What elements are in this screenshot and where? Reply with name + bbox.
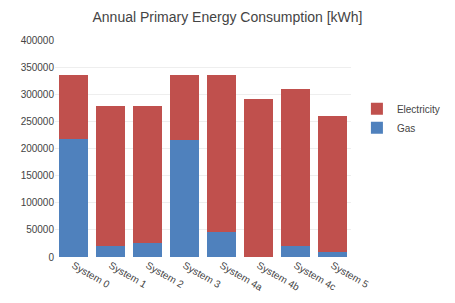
svg-text:System 3: System 3 [181,260,223,291]
svg-text:Gas: Gas [397,123,415,134]
svg-text:System 1: System 1 [107,260,149,291]
svg-text:System 2: System 2 [144,260,186,291]
svg-text:System 4b: System 4b [255,260,302,293]
svg-text:200000: 200000 [21,143,55,154]
svg-text:250000: 250000 [21,116,55,127]
svg-text:System 0: System 0 [70,260,112,291]
svg-text:400000: 400000 [21,35,55,46]
svg-text:Electricity: Electricity [397,104,440,115]
svg-text:System 5: System 5 [329,260,371,291]
svg-text:300000: 300000 [21,89,55,100]
svg-text:50000: 50000 [26,224,54,235]
svg-text:100000: 100000 [21,197,55,208]
svg-text:150000: 150000 [21,170,55,181]
svg-text:350000: 350000 [21,62,55,73]
svg-text:System 4c: System 4c [292,260,338,293]
svg-text:System 4a: System 4a [218,260,265,293]
svg-text:Annual Primary Energy Consumpt: Annual Primary Energy Consumption [kWh] [93,9,363,25]
svg-text:0: 0 [48,252,54,263]
